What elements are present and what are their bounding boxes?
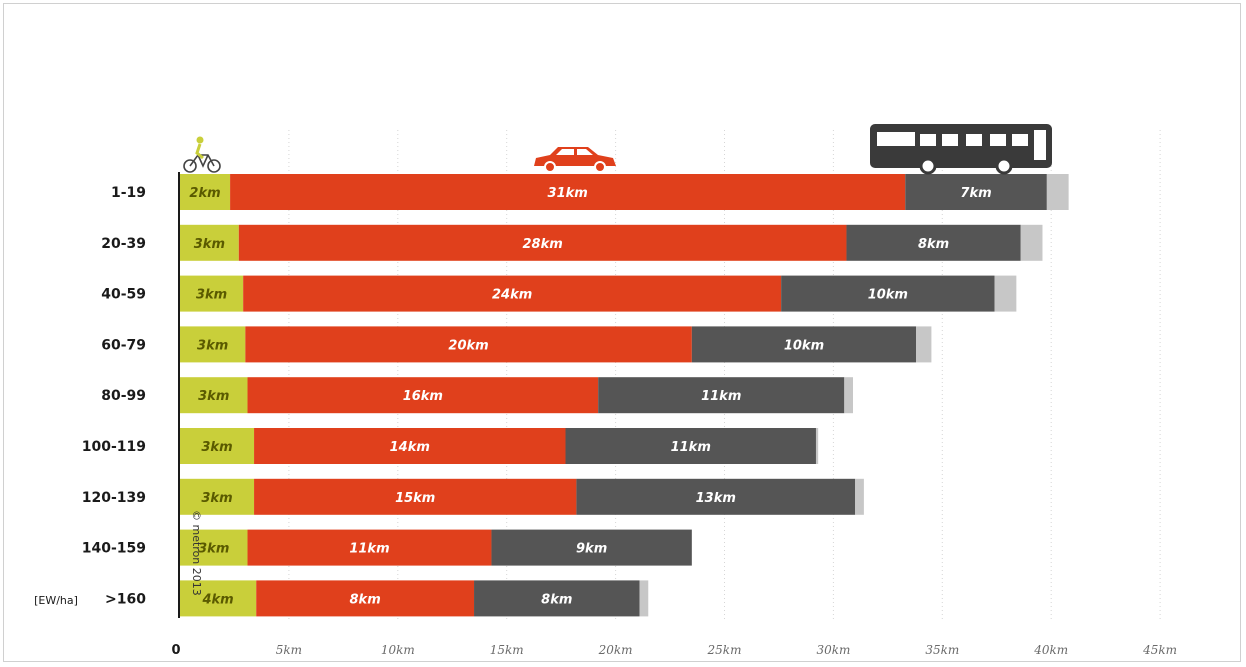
bar-segment xyxy=(243,275,782,312)
data-label: 16km xyxy=(403,389,443,404)
bar-segment xyxy=(247,529,492,566)
bar-segment xyxy=(254,428,566,464)
bar-segment xyxy=(846,224,1021,261)
bar-segment xyxy=(639,580,649,617)
bar-segment xyxy=(905,174,1047,210)
bar-segment xyxy=(491,529,692,566)
data-label: 11km xyxy=(701,389,741,404)
x-tick-label: 15km xyxy=(490,643,524,657)
bar-segment xyxy=(598,377,845,414)
bar-segment xyxy=(1046,174,1069,210)
bar-segment xyxy=(180,174,231,210)
bar-segment xyxy=(474,580,640,617)
bar-segment xyxy=(815,428,819,464)
bar-segment xyxy=(238,224,847,261)
bar-segment xyxy=(1020,224,1043,261)
category-label: 60-79 xyxy=(101,337,146,353)
bar-segment xyxy=(180,326,246,363)
data-label: 10km xyxy=(784,338,824,353)
bar-segment xyxy=(855,478,864,515)
bar-segment xyxy=(247,377,599,414)
data-label: 15km xyxy=(395,491,435,506)
data-label: 10km xyxy=(868,288,908,303)
data-label: 11km xyxy=(671,440,711,455)
x-tick-label: 45km xyxy=(1142,643,1177,657)
data-label: 3km xyxy=(201,491,232,506)
data-label: 14km xyxy=(390,440,430,455)
data-label: 24km xyxy=(492,288,532,303)
category-label: 80-99 xyxy=(101,388,146,404)
category-label: >160 xyxy=(105,591,146,607)
data-label: 8km xyxy=(918,237,949,252)
x-tick-label: 25km xyxy=(707,643,742,657)
category-label: 1-19 xyxy=(111,185,146,201)
data-label: 7km xyxy=(960,186,991,201)
data-label: 4km xyxy=(201,592,233,607)
bar-segment xyxy=(180,478,255,515)
bar-segment xyxy=(691,326,917,363)
data-label: 28km xyxy=(522,237,562,252)
data-label: 3km xyxy=(198,542,229,557)
x-tick-label: 10km xyxy=(381,643,415,657)
bar-segment xyxy=(994,275,1017,312)
bar-segment xyxy=(916,326,932,363)
data-label: 3km xyxy=(196,288,227,303)
data-label: 3km xyxy=(194,237,225,252)
bar-segment xyxy=(254,478,577,515)
category-label: 120-139 xyxy=(82,490,146,506)
x-tick-label: 0 xyxy=(171,643,180,658)
x-tick-label: 5km xyxy=(276,643,302,657)
bar-segment xyxy=(180,377,248,414)
bar-segment xyxy=(256,580,475,617)
x-tick-label: 20km xyxy=(598,643,633,657)
data-label: 13km xyxy=(696,491,736,506)
bar-segment xyxy=(180,580,257,617)
data-label: 8km xyxy=(350,592,381,607)
category-label: 40-59 xyxy=(101,287,146,303)
x-tick-label: 30km xyxy=(816,643,850,657)
bus-icon xyxy=(870,124,1052,175)
data-label: 31km xyxy=(548,186,588,201)
unit-label: [EW/ha] xyxy=(34,594,78,607)
data-label: 11km xyxy=(349,542,389,557)
x-tick-labels: 0 5km 10km 15km 20km 25km 30km 35km 40km 45km xyxy=(171,643,1177,658)
category-labels: 1-19 20-39 40-59 60-79 80-99 100-119 120-139 14… xyxy=(82,185,147,607)
bar-segment xyxy=(576,478,856,515)
bar-segment xyxy=(565,428,816,464)
bar-segment xyxy=(781,275,995,312)
x-tick-label: 40km xyxy=(1033,643,1068,657)
data-label: 20km xyxy=(448,338,488,353)
data-label: 3km xyxy=(198,389,229,404)
bar-segment xyxy=(245,326,692,363)
bar-segment xyxy=(180,275,244,312)
bar-segment xyxy=(844,377,854,414)
bars: 2km 31km 7km 3km 28km 8km 3km 24km 10km 3km 20km 10… xyxy=(180,174,1069,617)
car-icon xyxy=(534,147,616,173)
data-label: 2km xyxy=(189,186,220,201)
category-label: 100-119 xyxy=(82,439,146,455)
data-label: 3km xyxy=(197,338,228,353)
data-label: 8km xyxy=(541,592,572,607)
category-label: 20-39 xyxy=(101,236,146,252)
x-tick-label: 35km xyxy=(925,643,959,657)
bar-segment xyxy=(180,224,239,261)
bar-segment xyxy=(230,174,906,210)
data-label: 3km xyxy=(201,440,232,455)
bar-segment xyxy=(180,428,255,464)
bicycle-icon xyxy=(183,136,221,173)
category-label: 140-159 xyxy=(82,541,146,557)
chart-frame xyxy=(3,3,1241,662)
data-label: 9km xyxy=(576,542,607,557)
bar-segment xyxy=(180,529,248,566)
credit-label: © metron 2013 xyxy=(190,510,203,596)
